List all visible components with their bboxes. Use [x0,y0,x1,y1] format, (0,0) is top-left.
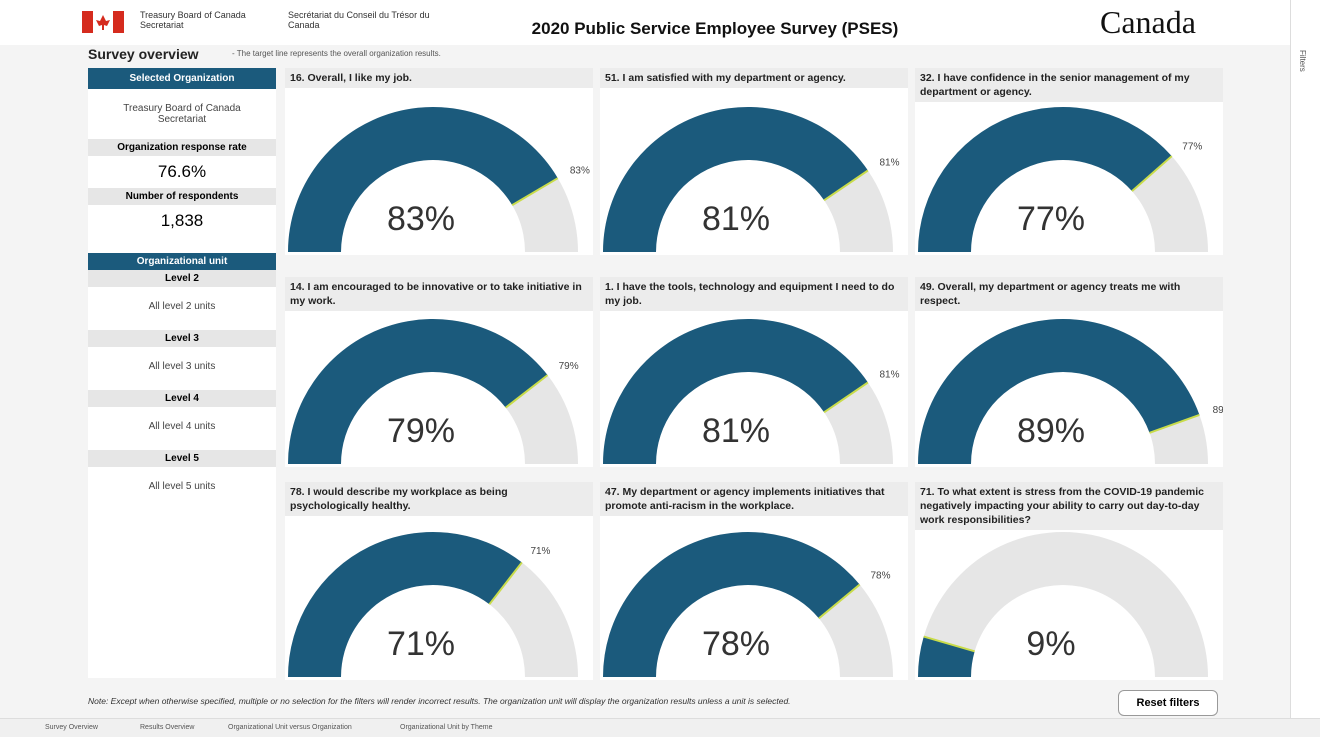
level-value: All level 5 units [148,481,216,492]
org-fr: Secrétariat du Conseil du Trésor du Cana… [288,10,430,30]
filters-pane[interactable] [1290,0,1320,718]
respondents: 1,838 [160,211,204,230]
gauge: 81% 81% [603,106,900,252]
gauge-value-label: 81% [702,200,770,238]
tab[interactable]: Organizational Unit by Theme [400,724,493,731]
level-label: Level 4 [88,390,276,407]
gauge-value [603,532,860,677]
levels: Level 2 All level 2 units Level 3 All level… [88,270,276,510]
gauge-card: 16. Overall, I like my job. 83% 83% [285,68,593,255]
target-line [1131,155,1173,192]
gauge-value-label: 89% [1017,412,1085,450]
sidebar: Selected Organization Treasury Board of … [88,68,276,678]
page-title: 2020 Public Service Employee Survey (PSE… [531,19,899,38]
gauge: 9%9% [918,532,1208,677]
target-label: 81% [880,369,900,380]
gauge-title: 14. I am encouraged to be innovative or … [285,277,593,311]
target-label: 71% [530,546,550,557]
gauge-card: 51. I am satisfied with my department or… [600,68,908,255]
gauge-card: 47. My department or agency implements i… [600,482,908,680]
gauge-title: 16. Overall, I like my job. [285,68,593,88]
target-line [1149,413,1200,434]
level-label: Level 2 [88,270,276,287]
target-label: 77% [1182,141,1202,152]
level-value: All level 3 units [148,361,216,372]
filters-label[interactable]: Filters [1298,50,1307,72]
gauge-value [918,106,1172,253]
gauge: 83% 83% [288,107,590,252]
org-en: Treasury Board of Canada Secretariat [140,10,246,30]
tab[interactable]: Organizational Unit versus Organization [228,724,352,731]
level-label: Level 5 [88,450,276,467]
side-label: Number of respondents [88,188,276,205]
gauge-value [603,106,868,252]
gauge-title: 32. I have confidence in the senior mana… [915,68,1223,102]
gauge-value [288,532,522,677]
level-label: Level 3 [88,330,276,347]
flag [82,11,124,33]
gauge-title: 49. Overall, my department or agency tre… [915,277,1223,311]
gauge-card: 78. I would describe my workplace as bei… [285,482,593,680]
tab-bar [0,718,1320,737]
target-label: 78% [871,570,891,581]
gauge-title: 1. I have the tools, technology and equi… [600,277,908,311]
gauge: 71% 71% [288,532,578,677]
gauge-value-label: 83% [387,200,455,238]
target-line [923,635,975,653]
gauge-value-label: 71% [387,625,455,663]
header-bar [0,0,1290,45]
gauge-value-label: 81% [702,412,770,450]
gauge-track [918,532,1208,677]
side-heading: Organizational unit [88,253,276,270]
overview-subtitle: - The target line represents the overall… [232,49,441,58]
gauge: 89% 89% [918,319,1223,464]
gauge-value-label: 78% [702,625,770,663]
side-heading: Selected Organization [88,68,276,89]
target-line [818,583,861,620]
side-label: Organization response rate [88,139,276,156]
level-value: All level 4 units [148,421,216,432]
wordmark: Canada [1100,4,1196,40]
tab[interactable]: Survey Overview [45,724,98,731]
target-line [488,561,523,605]
gauge-card: 71. To what extent is stress from the CO… [915,482,1223,680]
target-line [823,169,869,202]
gauge: 78% 78% [603,532,893,677]
gauge-title: 71. To what extent is stress from the CO… [915,482,1223,530]
side-value: Treasury Board of Canada Secretariat [123,103,241,125]
target-line [823,381,869,414]
gauge: 81% 81% [603,318,900,464]
target-label: 83% [570,166,590,177]
gauge-title: 51. I am satisfied with my department or… [600,68,908,88]
gauge-card: 14. I am encouraged to be innovative or … [285,277,593,467]
gauge-value-label: 79% [387,412,455,450]
overview-title: Survey overview [88,46,199,62]
gauge-value [603,318,868,464]
target-label: 89% [1213,405,1223,416]
gauge-card: 32. I have confidence in the senior mana… [915,68,1223,255]
note: Note: Except when otherwise specified, m… [88,696,791,706]
gauge-value-label: 77% [1017,200,1085,238]
target-label: 79% [559,361,579,372]
target-line [505,374,549,409]
gauge-card: 1. I have the tools, technology and equi… [600,277,908,467]
gauge-value-label: 9% [1026,625,1075,663]
gauge: 77% 77% [918,106,1208,253]
gauge-card: 49. Overall, my department or agency tre… [915,277,1223,467]
target-line [511,177,559,207]
gauge-title: 47. My department or agency implements i… [600,482,908,516]
gauge-value [288,107,558,252]
tab[interactable]: Results Overview [140,724,195,731]
gauge: 79% 79% [288,319,579,464]
gauge-value [918,636,975,677]
gauge-value [288,319,548,464]
target-label: 81% [880,157,900,168]
gauge-value [918,319,1200,464]
reset-button[interactable]: Reset filters [1118,690,1218,716]
response-rate: 76.6% [157,162,207,181]
gauge-title: 78. I would describe my workplace as bei… [285,482,593,516]
level-value: All level 2 units [148,301,216,312]
